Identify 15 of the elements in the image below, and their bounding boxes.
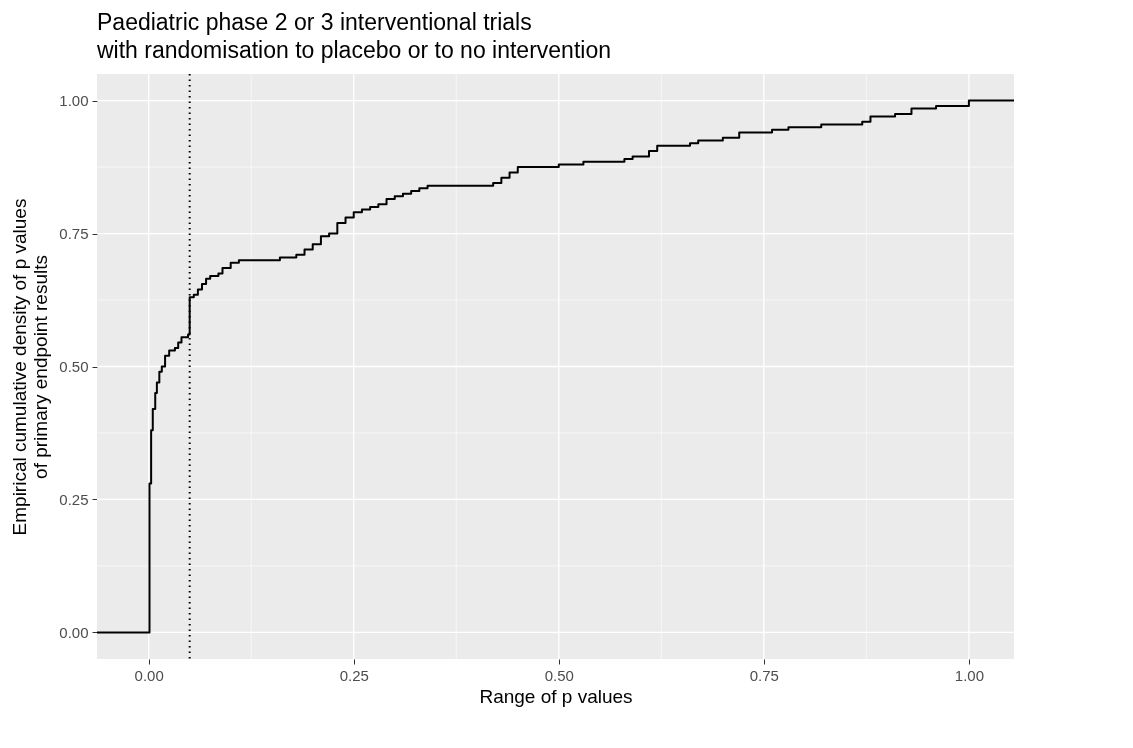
x-tick-label: 0.50 xyxy=(544,666,574,684)
text: of primary endpoint results xyxy=(30,255,52,479)
text: Empirical cumulative density of p values xyxy=(9,198,31,536)
x-axis-title: Range of p values xyxy=(479,685,633,707)
text: Paediatric phase 2 or 3 interventional trials xyxy=(97,9,532,35)
x-tick-label: 0.25 xyxy=(339,666,369,684)
x-tick-label: 1.00 xyxy=(954,666,984,684)
y-tick-label: 1.00 xyxy=(59,92,89,110)
y-tick-label: 0.00 xyxy=(59,623,89,641)
y-tick-label: 0.25 xyxy=(59,490,89,508)
y-tick-label: 0.50 xyxy=(59,358,89,375)
y-tick-label: 0.75 xyxy=(59,225,89,243)
x-tick-label: 0.75 xyxy=(749,666,779,684)
text: with randomisation to placebo or to no intervention xyxy=(97,37,611,63)
x-tick-label: 0.00 xyxy=(134,666,164,684)
